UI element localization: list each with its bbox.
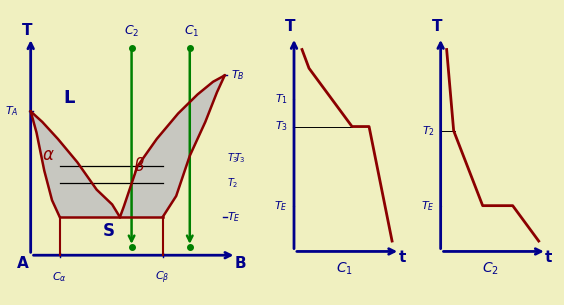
Text: B: B xyxy=(235,256,246,271)
Text: $C_1$: $C_1$ xyxy=(184,24,200,39)
Text: $T_3$: $T_3$ xyxy=(275,120,288,134)
Text: T: T xyxy=(285,19,296,34)
Polygon shape xyxy=(120,75,224,217)
Text: $T_3$: $T_3$ xyxy=(235,152,246,165)
Polygon shape xyxy=(30,111,120,217)
Text: $T_E$: $T_E$ xyxy=(274,199,288,213)
Text: $T_B$: $T_B$ xyxy=(231,69,244,82)
Text: $\alpha$: $\alpha$ xyxy=(42,146,55,164)
Text: S: S xyxy=(102,222,114,240)
Text: $T_2$: $T_2$ xyxy=(422,124,435,138)
Text: $T_3$: $T_3$ xyxy=(227,152,239,165)
Text: T: T xyxy=(431,19,442,34)
Text: $C_1$: $C_1$ xyxy=(336,260,352,277)
Text: t: t xyxy=(398,250,406,265)
Text: $C_2$: $C_2$ xyxy=(124,24,139,39)
Text: $T_A$: $T_A$ xyxy=(6,105,19,118)
Text: $C_2$: $C_2$ xyxy=(482,260,499,277)
Text: t: t xyxy=(545,250,552,265)
Text: $T_2$: $T_2$ xyxy=(227,176,238,190)
Text: $\beta$: $\beta$ xyxy=(133,155,146,177)
Text: $C_{\beta}$: $C_{\beta}$ xyxy=(155,270,170,286)
Text: $T_E$: $T_E$ xyxy=(421,199,435,213)
Text: T: T xyxy=(21,23,32,38)
Text: $T_1$: $T_1$ xyxy=(275,93,288,106)
Text: L: L xyxy=(64,89,75,107)
Text: $C_{\alpha}$: $C_{\alpha}$ xyxy=(52,270,67,284)
Text: $T_E$: $T_E$ xyxy=(227,210,240,224)
Text: A: A xyxy=(17,256,29,271)
